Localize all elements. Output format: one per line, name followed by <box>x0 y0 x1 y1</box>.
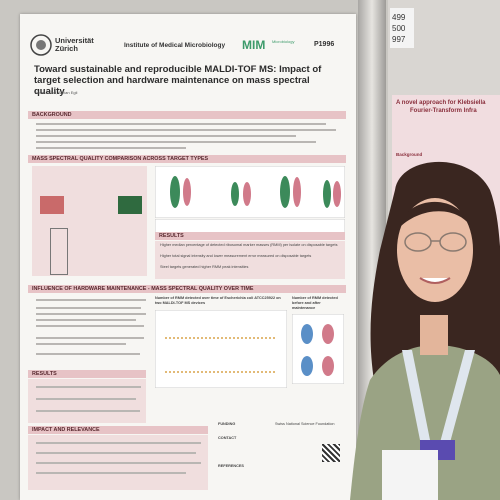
result-bullet: Higher total signal intensity and lower … <box>160 254 312 258</box>
right-poster-heading: Background <box>396 152 423 157</box>
violin-plots <box>155 166 345 218</box>
poster-title: Toward sustainable and reproducible MALD… <box>34 64 322 97</box>
text-line <box>36 307 141 309</box>
university: Universität Zürich <box>55 36 94 53</box>
maintenance-plot <box>292 314 344 384</box>
right-poster-title: A novel approach for Klebsiella <box>396 100 486 106</box>
footer-heading: CONTACT <box>218 436 237 440</box>
text-line <box>36 299 146 301</box>
text-line <box>36 462 201 464</box>
number-card <box>390 8 414 48</box>
left-poster: Universität Zürich Institute of Medical … <box>20 14 356 500</box>
lanyard <box>402 350 475 450</box>
text-line <box>36 337 144 339</box>
section-heading: INFLUENCE OF HARDWARE MAINTENANCE - MASS… <box>28 285 346 293</box>
neck <box>420 315 448 355</box>
footer-heading: REFERENCES <box>218 464 244 468</box>
funder: Swiss National Science Foundation <box>275 422 335 426</box>
text-line <box>36 129 336 131</box>
face <box>397 198 473 302</box>
section-heading: RESULTS <box>28 370 146 378</box>
section-heading: BACKGROUND <box>28 111 346 119</box>
number: 500 <box>392 24 406 33</box>
text-line <box>36 398 136 400</box>
text-line <box>36 452 196 454</box>
text-line <box>36 319 136 321</box>
section-heading: MASS SPECTRAL QUALITY COMPARISON ACROSS … <box>28 155 346 163</box>
text-line <box>36 135 296 137</box>
number: 997 <box>392 35 406 44</box>
glasses <box>404 232 467 252</box>
text-line <box>36 141 316 143</box>
institute: Institute of Medical Microbiology <box>124 42 226 49</box>
text-line <box>36 353 140 355</box>
mim-logo: MIM <box>242 38 266 52</box>
plot-caption: Number of RMM detected before and after … <box>292 296 338 310</box>
target-icon <box>40 196 64 214</box>
mim-sub: Microbiology <box>272 39 295 44</box>
text-line <box>36 472 186 474</box>
text-line <box>36 343 126 345</box>
text-line <box>36 313 146 315</box>
section-heading: RESULTS <box>155 232 345 240</box>
results-panel <box>155 241 345 279</box>
name-badge <box>382 450 438 500</box>
qr-code <box>322 444 340 462</box>
authors: Tobias Güldi, Adrian Egli <box>34 90 78 95</box>
target-icon <box>118 196 142 214</box>
time-plot <box>155 310 287 388</box>
text-line <box>36 386 141 388</box>
number-list: 499 500 997 <box>392 12 405 45</box>
fringe <box>397 201 473 230</box>
instrument-icon <box>50 228 68 275</box>
result-bullet: Steel targets generated higher RMM peak … <box>160 265 249 269</box>
violin-plots <box>155 219 345 234</box>
plot-caption: Number of RMM detected over time of Esch… <box>155 296 281 305</box>
smile <box>419 277 451 284</box>
right-poster-subtitle: Fourier-Transform Infra <box>410 108 477 114</box>
text-line <box>36 325 144 327</box>
text-line <box>36 442 201 444</box>
text-line <box>36 147 186 149</box>
result-bullet: Higher median percentage of detected rib… <box>160 243 338 247</box>
section-heading: IMPACT AND RELEVANCE <box>28 426 208 434</box>
uzh-logo <box>30 34 52 56</box>
person <box>350 161 500 500</box>
number: 499 <box>392 13 406 22</box>
text-line <box>36 410 140 412</box>
text-line <box>36 123 326 125</box>
poster-id: P1996 <box>314 41 335 48</box>
footer-heading: FUNDING <box>218 422 236 426</box>
diagram-panel <box>32 166 147 276</box>
